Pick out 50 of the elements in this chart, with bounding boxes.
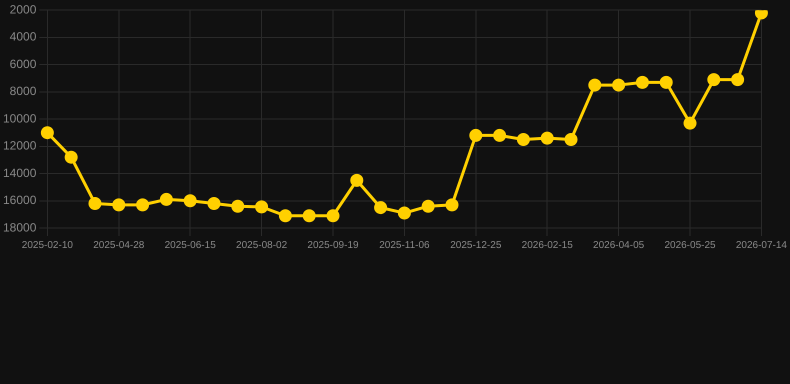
point bbox=[136, 198, 150, 212]
x-tick-label: 2025-11-06 bbox=[379, 240, 430, 251]
point bbox=[160, 192, 173, 206]
point bbox=[469, 128, 482, 142]
point bbox=[588, 78, 602, 92]
x-tick-label: 2025-04-28 bbox=[93, 240, 145, 251]
point bbox=[88, 197, 102, 210]
point bbox=[326, 209, 340, 222]
y-tick-label: 14000 bbox=[2, 166, 37, 180]
point bbox=[278, 209, 292, 222]
point bbox=[516, 133, 530, 146]
x-tick-label: 2025-06-15 bbox=[164, 240, 216, 251]
point bbox=[398, 206, 411, 220]
point bbox=[707, 73, 720, 86]
point bbox=[731, 73, 744, 86]
point bbox=[350, 174, 364, 187]
point bbox=[446, 198, 458, 212]
point bbox=[564, 133, 578, 146]
point bbox=[231, 200, 244, 213]
x-tick-label: 2025-02-10 bbox=[22, 240, 74, 251]
y-tick-label: 4000 bbox=[10, 30, 37, 44]
point bbox=[184, 194, 197, 208]
point bbox=[493, 128, 506, 142]
x-tick-label: 2026-02-15 bbox=[522, 240, 574, 251]
point bbox=[684, 116, 697, 130]
point bbox=[112, 198, 126, 212]
point bbox=[540, 132, 554, 145]
y-tick-label: 10000 bbox=[2, 111, 37, 126]
y-tick-label: 2000 bbox=[10, 2, 37, 17]
y-tick-label: 8000 bbox=[10, 84, 37, 98]
point bbox=[207, 197, 220, 210]
x-tick-label: 2026-05-25 bbox=[664, 240, 716, 251]
point bbox=[636, 76, 649, 89]
point bbox=[255, 200, 268, 214]
point bbox=[302, 209, 316, 222]
x-tick-label: 2025-08-02 bbox=[236, 240, 288, 251]
x-tick-label: 2026-04-05 bbox=[593, 240, 645, 251]
x-tick-label: 2026-07-14 bbox=[736, 240, 788, 251]
x-tick-label: 2025-09-19 bbox=[307, 240, 360, 251]
point bbox=[374, 201, 388, 214]
y-tick-label: 6000 bbox=[10, 56, 37, 71]
point bbox=[660, 76, 673, 89]
point bbox=[612, 78, 626, 92]
y-tick-label: 18000 bbox=[2, 220, 37, 234]
x-tick-label: 2025-12-25 bbox=[450, 240, 502, 251]
point bbox=[40, 126, 54, 140]
point bbox=[422, 200, 435, 213]
point bbox=[64, 150, 78, 164]
y-tick-label: 12000 bbox=[2, 138, 37, 153]
y-tick-label: 16000 bbox=[2, 193, 37, 208]
